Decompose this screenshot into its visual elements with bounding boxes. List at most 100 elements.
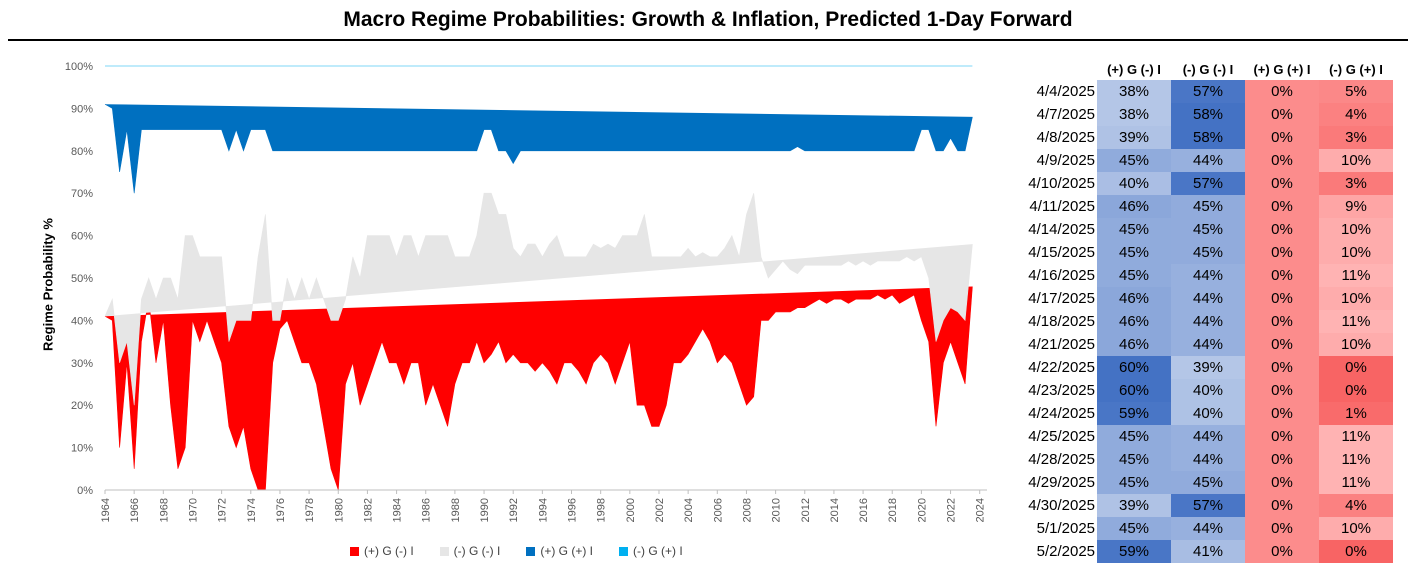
table-row: 4/24/2025 59% 40% 0% 1% [1013, 402, 1393, 425]
table-row: 4/4/2025 38% 57% 0% 5% [1013, 80, 1393, 103]
value-cell: 0% [1319, 379, 1393, 402]
x-tick-label: 1990 [479, 498, 491, 522]
value-cell: 45% [1097, 264, 1171, 287]
x-tick-label: 2012 [800, 498, 812, 522]
value-cell: 38% [1097, 80, 1171, 103]
value-cell: 40% [1171, 379, 1245, 402]
value-cell: 59% [1097, 540, 1171, 563]
value-cell: 0% [1319, 540, 1393, 563]
x-tick-label: 1968 [158, 498, 170, 522]
y-tick-label: 60% [71, 231, 93, 243]
value-cell: 44% [1171, 517, 1245, 540]
legend-label: (+) G (+) I [540, 544, 593, 558]
x-tick-label: 2016 [858, 498, 870, 522]
x-tick-label: 1992 [508, 498, 520, 522]
x-tick-label: 2018 [887, 498, 899, 522]
y-tick-label: 70% [71, 188, 93, 200]
y-tick-label: 90% [71, 103, 93, 115]
value-cell: 39% [1097, 494, 1171, 517]
value-cell: 0% [1245, 448, 1319, 471]
legend-swatch [526, 546, 536, 556]
x-tick-label: 1994 [537, 498, 549, 522]
table-row: 5/1/2025 45% 44% 0% 10% [1013, 517, 1393, 540]
y-tick-label: 20% [71, 400, 93, 412]
table-header-date [1013, 58, 1097, 80]
value-cell: 0% [1245, 195, 1319, 218]
value-cell: 11% [1319, 471, 1393, 494]
value-cell: 39% [1171, 356, 1245, 379]
x-tick-label: 1988 [450, 498, 462, 522]
value-cell: 0% [1245, 540, 1319, 563]
value-cell: 10% [1319, 241, 1393, 264]
legend-label: (+) G (-) I [364, 544, 414, 558]
series-area-2 [104, 103, 973, 194]
y-tick-label: 0% [77, 485, 93, 497]
x-tick-label: 1964 [100, 498, 112, 522]
row-date: 5/1/2025 [1036, 520, 1095, 537]
value-cell: 0% [1245, 126, 1319, 149]
value-cell: 45% [1097, 517, 1171, 540]
x-tick-label: 1966 [129, 498, 141, 522]
value-cell: 45% [1171, 195, 1245, 218]
value-cell: 0% [1245, 471, 1319, 494]
row-date: 4/25/2025 [1028, 428, 1095, 445]
value-cell: 45% [1097, 241, 1171, 264]
value-cell: 0% [1245, 425, 1319, 448]
value-cell: 44% [1171, 425, 1245, 448]
x-tick-label: 1970 [187, 498, 199, 522]
x-tick-label: 1984 [392, 498, 404, 522]
value-cell: 3% [1319, 126, 1393, 149]
table-row: 4/30/2025 39% 57% 0% 4% [1013, 494, 1393, 517]
value-cell: 0% [1245, 287, 1319, 310]
table-header-g-plus-i-minus: (+) G (-) I [1107, 61, 1161, 77]
value-cell: 46% [1097, 310, 1171, 333]
legend-item-g-plus-i-minus: (+) G (-) I [350, 544, 414, 558]
table-row: 4/16/2025 45% 44% 0% 11% [1013, 264, 1393, 287]
value-cell: 46% [1097, 287, 1171, 310]
x-tick-label: 1976 [275, 498, 287, 522]
value-cell: 44% [1171, 287, 1245, 310]
table-row: 4/10/2025 40% 57% 0% 3% [1013, 172, 1393, 195]
value-cell: 0% [1245, 333, 1319, 356]
value-cell: 0% [1245, 172, 1319, 195]
value-cell: 45% [1097, 425, 1171, 448]
table-row: 4/11/2025 46% 45% 0% 9% [1013, 195, 1393, 218]
legend-swatch [439, 546, 449, 556]
y-tick-label: 40% [71, 315, 93, 327]
row-date: 4/24/2025 [1028, 405, 1095, 422]
value-cell: 1% [1319, 402, 1393, 425]
row-date: 4/11/2025 [1029, 198, 1095, 215]
table-row: 4/23/2025 60% 40% 0% 0% [1013, 379, 1393, 402]
legend-swatch [350, 546, 359, 556]
value-cell: 59% [1097, 402, 1171, 425]
row-date: 4/15/2025 [1028, 244, 1095, 261]
x-tick-label: 2010 [771, 498, 783, 522]
row-date: 4/17/2025 [1028, 290, 1095, 307]
x-tick-label: 2022 [946, 498, 958, 522]
table-row: 4/21/2025 46% 44% 0% 10% [1013, 333, 1393, 356]
legend-item-g-minus-i-plus: (-) G (+) I [619, 544, 683, 558]
x-tick-label: 2024 [975, 498, 987, 522]
value-cell: 3% [1319, 172, 1393, 195]
row-date: 4/28/2025 [1028, 451, 1095, 468]
y-tick-label: 50% [71, 273, 93, 285]
x-tick-label: 1972 [217, 498, 229, 522]
value-cell: 10% [1319, 287, 1393, 310]
table-row: 4/15/2025 45% 45% 0% 10% [1013, 241, 1393, 264]
value-cell: 44% [1171, 333, 1245, 356]
table-row: 4/29/2025 45% 45% 0% 11% [1013, 471, 1393, 494]
row-date: 4/10/2025 [1028, 175, 1095, 192]
table-row: 4/8/2025 39% 58% 0% 3% [1013, 126, 1393, 149]
value-cell: 0% [1245, 494, 1319, 517]
stacked-area-chart: 0% 10% 20% 30% 40% 50% 60% 70% 80% 90% 100% 1964 196… [65, 61, 987, 522]
title-underline [8, 39, 1408, 41]
table-row: 4/14/2025 45% 45% 0% 10% [1013, 218, 1393, 241]
value-cell: 57% [1171, 494, 1245, 517]
value-cell: 11% [1319, 264, 1393, 287]
regime-probability-table: (+) G (-) I (-) G (-) I (+) G (+) I (-) … [1013, 58, 1393, 563]
row-date: 4/4/2025 [1036, 83, 1095, 100]
value-cell: 0% [1245, 149, 1319, 172]
table-row: 4/7/2025 38% 58% 0% 4% [1013, 103, 1393, 126]
value-cell: 10% [1319, 149, 1393, 172]
series-area-1 [104, 192, 973, 406]
